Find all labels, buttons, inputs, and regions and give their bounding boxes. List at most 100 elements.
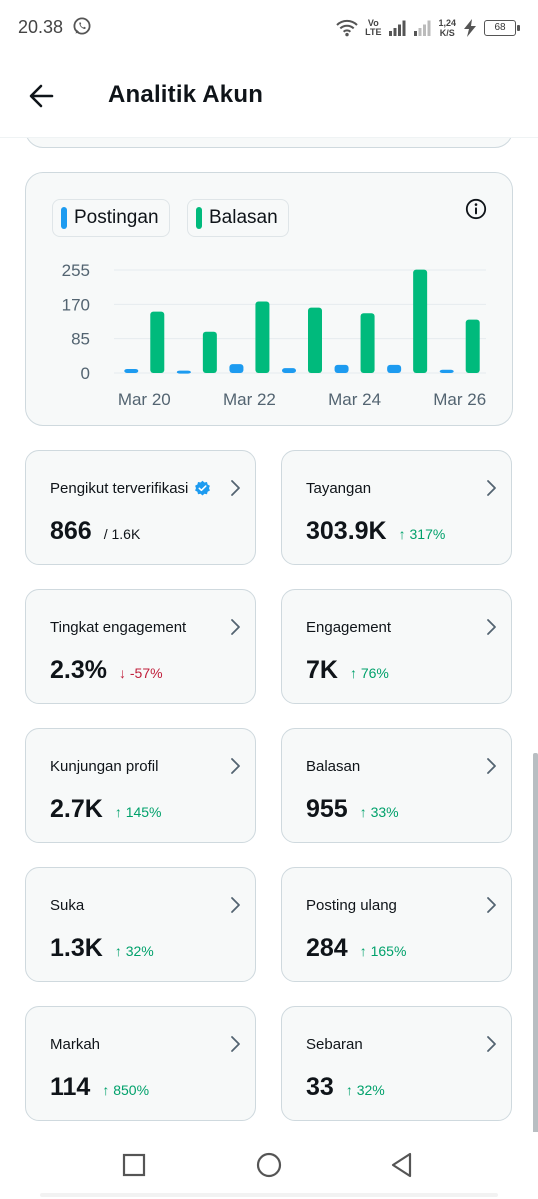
metric-card-engagement[interactable]: Engagement 7K ↑ 76% bbox=[281, 589, 512, 704]
chevron-right-icon[interactable] bbox=[227, 478, 243, 498]
metric-change: ↑ 33% bbox=[359, 804, 399, 820]
x-tick-label: Mar 22 bbox=[223, 390, 276, 409]
metric-value: 303.9K bbox=[306, 517, 387, 545]
chevron-right-icon[interactable] bbox=[227, 1034, 243, 1054]
metric-label: Engagement bbox=[306, 619, 391, 636]
whatsapp-icon bbox=[73, 17, 91, 35]
y-tick-label: 255 bbox=[62, 261, 90, 280]
charging-icon bbox=[464, 19, 476, 37]
nav-handle bbox=[40, 1193, 498, 1197]
volte-indicator: Vo LTE bbox=[365, 18, 382, 37]
page-title: Analitik Akun bbox=[108, 81, 264, 108]
metric-total: / 1.6K bbox=[103, 526, 141, 542]
metric-value: 284 bbox=[306, 934, 348, 962]
metric-change: ↑ 850% bbox=[102, 1082, 150, 1098]
legend-posts-label: Postingan bbox=[74, 207, 159, 228]
metric-label-text: Kunjungan profil bbox=[50, 758, 159, 775]
metric-change: ↑ 32% bbox=[114, 943, 154, 959]
metric-change: ↑ 145% bbox=[114, 804, 162, 820]
analytics-content[interactable]: Postingan Balasan 255 170 85 0 Mar 20 Mar 22 M… bbox=[0, 138, 538, 1132]
recents-icon[interactable] bbox=[119, 1150, 149, 1180]
bar-posts-5[interactable] bbox=[334, 364, 349, 373]
metric-value-row: 1.3K ↑ 32% bbox=[50, 934, 154, 963]
bar-posts-4[interactable] bbox=[282, 368, 296, 373]
bar-posts-2[interactable] bbox=[176, 370, 191, 374]
bar-replies-4[interactable] bbox=[308, 307, 322, 373]
chevron-right-icon[interactable] bbox=[227, 756, 243, 776]
app-header: Analitik Akun bbox=[0, 56, 538, 138]
metric-card-balasan[interactable]: Balasan 955 ↑ 33% bbox=[281, 728, 512, 843]
metric-label: Posting ulang bbox=[306, 897, 397, 914]
previous-card bbox=[25, 138, 513, 148]
metric-value-row: 866 / 1.6K bbox=[50, 517, 140, 546]
metric-change: ↓ -57% bbox=[118, 665, 163, 681]
metric-value: 7K bbox=[306, 656, 338, 684]
home-icon[interactable] bbox=[254, 1150, 284, 1180]
metric-value: 866 bbox=[50, 517, 92, 545]
metric-label-text: Balasan bbox=[306, 758, 361, 775]
metric-label-text: Pengikut terverifikasi bbox=[50, 480, 189, 497]
metric-card-sebaran[interactable]: Sebaran 33 ↑ 32% bbox=[281, 1006, 512, 1121]
metric-change: ↑ 32% bbox=[345, 1082, 385, 1098]
metric-label: Tayangan bbox=[306, 480, 371, 497]
chevron-right-icon[interactable] bbox=[483, 895, 499, 915]
metric-card-posting-ulang[interactable]: Posting ulang 284 ↑ 165% bbox=[281, 867, 512, 982]
metric-card-kunjungan-profil[interactable]: Kunjungan profil 2.7K ↑ 145% bbox=[25, 728, 256, 843]
arrow-left-icon[interactable] bbox=[26, 80, 58, 112]
legend-replies[interactable]: Balasan bbox=[187, 199, 289, 237]
chevron-right-icon[interactable] bbox=[483, 1034, 499, 1054]
bar-posts-7[interactable] bbox=[439, 369, 454, 373]
metric-value-row: 284 ↑ 165% bbox=[306, 934, 406, 963]
metric-change: ↑ 317% bbox=[398, 526, 446, 542]
back-triangle-icon[interactable] bbox=[387, 1150, 417, 1180]
chevron-right-icon[interactable] bbox=[483, 617, 499, 637]
chevron-right-icon[interactable] bbox=[483, 756, 499, 776]
metric-label-text: Markah bbox=[50, 1036, 101, 1053]
y-tick-label: 0 bbox=[81, 364, 90, 383]
chevron-right-icon[interactable] bbox=[227, 617, 243, 637]
chevron-right-icon[interactable] bbox=[483, 478, 499, 498]
bar-replies-2[interactable] bbox=[202, 331, 217, 373]
metric-card-pengikut-terverifikasi[interactable]: Pengikut terverifikasi 866 / 1.6K bbox=[25, 450, 256, 565]
bar-posts-1[interactable] bbox=[124, 368, 139, 373]
metric-value: 2.7K bbox=[50, 795, 103, 823]
metric-label: Balasan bbox=[306, 758, 360, 775]
chevron-right-icon[interactable] bbox=[227, 895, 243, 915]
bar-replies-6[interactable] bbox=[413, 269, 428, 373]
legend-swatch-posts bbox=[61, 207, 67, 229]
bar-posts-3[interactable] bbox=[229, 364, 244, 373]
metric-label-text: Tayangan bbox=[306, 480, 372, 497]
activity-chart-card: Postingan Balasan 255 170 85 0 Mar 20 Mar 22 M… bbox=[25, 172, 513, 426]
scrollbar[interactable] bbox=[533, 753, 538, 1132]
metric-label-text: Suka bbox=[50, 897, 85, 914]
bar-posts-6[interactable] bbox=[387, 364, 402, 373]
metric-label-text: Sebaran bbox=[306, 1036, 363, 1053]
verified-badge-icon bbox=[195, 480, 211, 496]
bar-replies-7[interactable] bbox=[465, 319, 480, 373]
metric-card-suka[interactable]: Suka 1.3K ↑ 32% bbox=[25, 867, 256, 982]
metric-value-row: 114 ↑ 850% bbox=[50, 1073, 149, 1102]
x-tick-label: Mar 26 bbox=[433, 390, 486, 409]
x-tick-label: Mar 20 bbox=[118, 390, 171, 409]
bar-replies-3[interactable] bbox=[255, 301, 270, 373]
status-time: 20.38 bbox=[18, 17, 64, 37]
metric-card-markah[interactable]: Markah 114 ↑ 850% bbox=[25, 1006, 256, 1121]
battery-level: 68 bbox=[494, 22, 506, 33]
metric-label-text: Posting ulang bbox=[306, 897, 397, 914]
metric-label: Suka bbox=[50, 897, 84, 914]
metric-card-tayangan[interactable]: Tayangan 303.9K ↑ 317% bbox=[281, 450, 512, 565]
bar-replies-1[interactable] bbox=[150, 311, 165, 373]
metric-card-tingkat-engagement[interactable]: Tingkat engagement 2.3% ↓ -57% bbox=[25, 589, 256, 704]
status-bar: 20.38 Vo LTE 1,24 K/S bbox=[0, 0, 538, 56]
y-tick-label: 85 bbox=[71, 330, 90, 349]
battery-icon: 68 bbox=[484, 20, 520, 36]
metric-value-row: 955 ↑ 33% bbox=[306, 795, 399, 824]
legend-posts[interactable]: Postingan bbox=[52, 199, 170, 237]
info-icon[interactable] bbox=[464, 197, 488, 221]
signal-icon bbox=[389, 20, 406, 36]
metric-value-row: 2.7K ↑ 145% bbox=[50, 795, 162, 824]
metric-label: Markah bbox=[50, 1036, 100, 1053]
network-speed: 1,24 K/S bbox=[438, 18, 456, 38]
legend-replies-label: Balasan bbox=[209, 207, 278, 228]
bar-replies-5[interactable] bbox=[360, 313, 375, 373]
